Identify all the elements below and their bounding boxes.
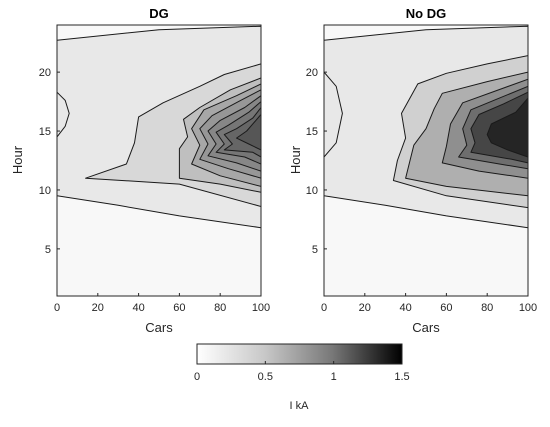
- contour-band: [486, 97, 528, 158]
- chart-title: No DG: [406, 6, 446, 21]
- colorbar-tick-label: 0: [194, 371, 200, 383]
- y-tick-label: 5: [45, 244, 51, 256]
- y-tick-label: 15: [39, 126, 51, 138]
- y-tick-label: 10: [39, 185, 51, 197]
- x-tick-label: 60: [173, 302, 185, 314]
- x-tick-label: 0: [321, 302, 327, 314]
- y-tick-label: 15: [306, 126, 318, 138]
- plot-frame: [56, 24, 262, 297]
- y-tick-label: 20: [306, 67, 318, 79]
- y-tick-label: 5: [312, 244, 318, 256]
- colorbar-tick-label: 0.5: [258, 371, 273, 383]
- x-axis-label: Cars: [412, 320, 440, 335]
- contour-line: [57, 91, 70, 138]
- colorbar: 0 0.5 1 1.5 I kA: [194, 343, 410, 412]
- x-tick-label: 80: [214, 302, 226, 314]
- colorbar-tick-label: 1: [331, 371, 337, 383]
- y-tick-label: 10: [306, 185, 318, 197]
- contour-panel-dg: DG 0 20 40 60 80 100 5 10 15 20 Cars Hour: [10, 6, 270, 335]
- contour-band: [236, 114, 261, 151]
- x-tick-label: 60: [440, 302, 452, 314]
- plot-frame: [323, 24, 529, 297]
- y-tick-label: 20: [39, 67, 51, 79]
- colorbar-gradient: [196, 343, 403, 365]
- y-axis-label: Hour: [10, 145, 25, 174]
- x-tick-label: 100: [252, 302, 270, 314]
- contour-panel-no-dg: No DG 0 20 40 60 80 100 5 10 15 20 Cars Hour: [288, 6, 537, 335]
- x-tick-label: 40: [399, 302, 411, 314]
- x-tick-label: 20: [359, 302, 371, 314]
- colorbar-tick-label: 1.5: [394, 371, 409, 383]
- x-tick-label: 40: [132, 302, 144, 314]
- x-tick-label: 20: [92, 302, 104, 314]
- x-axis-label: Cars: [145, 320, 173, 335]
- contour-line: [324, 71, 343, 158]
- y-axis-label: Hour: [288, 145, 303, 174]
- x-tick-label: 80: [481, 302, 493, 314]
- x-tick-label: 100: [519, 302, 537, 314]
- chart-title: DG: [149, 6, 169, 21]
- colorbar-label: I kA: [290, 400, 310, 412]
- x-tick-label: 0: [54, 302, 60, 314]
